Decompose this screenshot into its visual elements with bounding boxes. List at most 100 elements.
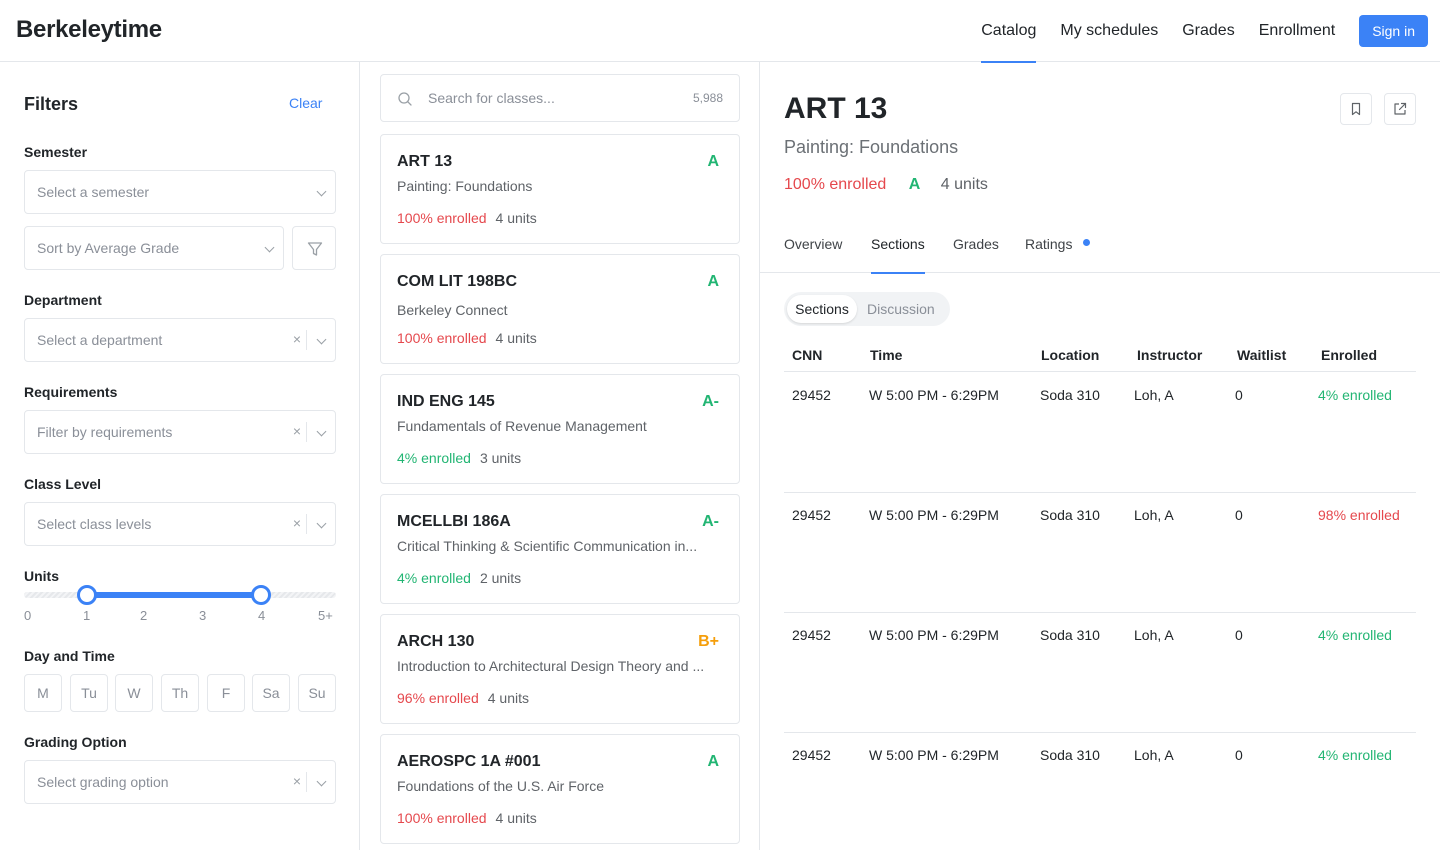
- class-code: AEROSPC 1A #001: [397, 753, 541, 770]
- class-title: Painting: Foundations: [397, 178, 533, 194]
- day-toggle-saturday[interactable]: Sa: [252, 674, 290, 712]
- day-toggle-tuesday[interactable]: Tu: [70, 674, 108, 712]
- chevron-down-icon: [316, 426, 327, 437]
- clear-filters-link[interactable]: Clear: [289, 95, 323, 111]
- class-card[interactable]: COM LIT 198BC A Berkeley Connect 100% en…: [380, 254, 740, 364]
- cell-enrolled: 4% enrolled: [1318, 627, 1392, 643]
- sort-order-button[interactable]: [292, 226, 336, 270]
- section-type-toggle: Sections Discussion: [784, 292, 950, 326]
- column-header: Waitlist: [1237, 347, 1287, 363]
- semester-select[interactable]: Select a semester: [24, 170, 336, 214]
- close-icon[interactable]: ×: [292, 515, 301, 531]
- class-meta: 100% enrolled 4 units: [397, 330, 537, 346]
- close-icon[interactable]: ×: [292, 773, 301, 789]
- enrollment-status: 100% enrolled: [397, 810, 487, 826]
- segment-discussion[interactable]: Discussion: [867, 301, 935, 317]
- grade-badge: B+: [698, 633, 719, 650]
- day-toggle-monday[interactable]: M: [24, 674, 62, 712]
- units-slider-fill: [87, 592, 261, 598]
- class-level-placeholder: Select class levels: [37, 516, 152, 532]
- day-toggle-wednesday[interactable]: W: [115, 674, 153, 712]
- cell-instructor: Loh, A: [1134, 747, 1174, 763]
- tab-sections[interactable]: Sections: [871, 236, 925, 274]
- units-label: Units: [24, 568, 59, 584]
- units-tick: 3: [199, 608, 207, 623]
- class-results-list: Search for classes... 5,988 ART 13 A Pai…: [360, 62, 760, 850]
- sort-select[interactable]: Sort by Average Grade: [24, 226, 284, 270]
- requirements-select[interactable]: Filter by requirements ×: [24, 410, 336, 454]
- department-select[interactable]: Select a department ×: [24, 318, 336, 362]
- grade-badge: A: [707, 153, 719, 170]
- class-card[interactable]: ARCH 130 B+ Introduction to Architectura…: [380, 614, 740, 724]
- detail-enrollment: 100% enrolled: [784, 176, 887, 193]
- column-header: CNN: [792, 347, 823, 363]
- cell-waitlist: 0: [1235, 507, 1243, 523]
- external-link-icon: [1394, 102, 1407, 115]
- class-meta: 100% enrolled 4 units: [397, 210, 537, 226]
- filter-icon: [307, 242, 323, 256]
- close-icon[interactable]: ×: [292, 423, 301, 439]
- enrollment-status: 100% enrolled: [397, 330, 487, 346]
- nav-grades[interactable]: Grades: [1182, 22, 1235, 39]
- cell-time: W 5:00 PM - 6:29PM: [869, 387, 999, 403]
- select-divider: [306, 330, 307, 350]
- class-title: Introduction to Architectural Design The…: [397, 658, 705, 674]
- segment-sections[interactable]: Sections: [787, 295, 857, 323]
- enrollment-status: 4% enrolled: [397, 450, 471, 466]
- class-code: ARCH 130: [397, 633, 475, 650]
- class-level-select[interactable]: Select class levels ×: [24, 502, 336, 546]
- units-slider-min-handle[interactable]: [77, 585, 97, 605]
- app-logo[interactable]: Berkeleytime: [16, 16, 162, 43]
- table-row[interactable]: 29452 W 5:00 PM - 6:29PM Soda 310 Loh, A…: [784, 733, 1416, 850]
- cell-cnn: 29452: [792, 507, 831, 523]
- day-toggle-thursday[interactable]: Th: [161, 674, 199, 712]
- nav-catalog[interactable]: Catalog: [981, 0, 1037, 63]
- semester-placeholder: Select a semester: [37, 184, 150, 200]
- cell-time: W 5:00 PM - 6:29PM: [869, 507, 999, 523]
- class-units: 4 units: [495, 330, 537, 346]
- ratings-indicator-dot: [1083, 239, 1090, 246]
- grading-select[interactable]: Select grading option ×: [24, 760, 336, 804]
- class-code: ART 13: [397, 153, 453, 170]
- grade-badge: A: [707, 753, 719, 770]
- class-card[interactable]: ART 13 A Painting: Foundations 100% enro…: [380, 134, 740, 244]
- tab-grades[interactable]: Grades: [953, 236, 999, 252]
- class-units: 4 units: [495, 210, 537, 226]
- requirements-placeholder: Filter by requirements: [37, 424, 173, 440]
- class-card[interactable]: IND ENG 145 A- Fundamentals of Revenue M…: [380, 374, 740, 484]
- search-placeholder: Search for classes...: [428, 90, 555, 106]
- table-row[interactable]: 29452 W 5:00 PM - 6:29PM Soda 310 Loh, A…: [784, 373, 1416, 493]
- units-slider-max-handle[interactable]: [251, 585, 271, 605]
- department-label: Department: [24, 292, 102, 308]
- open-external-button[interactable]: [1384, 93, 1416, 125]
- close-icon[interactable]: ×: [292, 331, 301, 347]
- semester-label: Semester: [24, 144, 88, 160]
- class-units: 3 units: [479, 450, 522, 466]
- nav-enrollment[interactable]: Enrollment: [1258, 22, 1336, 39]
- cell-instructor: Loh, A: [1134, 387, 1174, 403]
- class-card[interactable]: MCELLBI 186A A- Critical Thinking & Scie…: [380, 494, 740, 604]
- tab-ratings[interactable]: Ratings: [1025, 236, 1073, 252]
- requirements-label: Requirements: [24, 384, 118, 400]
- class-search-input[interactable]: Search for classes... 5,988: [380, 74, 740, 122]
- day-toggle-friday[interactable]: F: [207, 674, 245, 712]
- class-units: 4 units: [495, 810, 537, 826]
- select-divider: [306, 514, 307, 534]
- sort-placeholder: Sort by Average Grade: [37, 240, 180, 256]
- table-row[interactable]: 29452 W 5:00 PM - 6:29PM Soda 310 Loh, A…: [784, 493, 1416, 613]
- cell-location: Soda 310: [1040, 387, 1100, 403]
- chevron-down-icon: [316, 186, 327, 197]
- day-toggle-sunday[interactable]: Su: [298, 674, 336, 712]
- chevron-down-icon: [264, 242, 275, 253]
- bookmark-button[interactable]: [1340, 93, 1372, 125]
- sign-in-button[interactable]: Sign in: [1359, 15, 1428, 47]
- day-time-label: Day and Time: [24, 648, 115, 664]
- cell-enrolled: 98% enrolled: [1318, 507, 1400, 523]
- cell-cnn: 29452: [792, 387, 831, 403]
- filters-panel: Filters Clear Semester Select a semester…: [0, 62, 360, 850]
- class-card[interactable]: AEROSPC 1A #001 A Foundations of the U.S…: [380, 734, 740, 844]
- nav-my-schedules[interactable]: My schedules: [1060, 22, 1159, 39]
- cell-location: Soda 310: [1040, 627, 1100, 643]
- tab-overview[interactable]: Overview: [784, 236, 843, 252]
- table-row[interactable]: 29452 W 5:00 PM - 6:29PM Soda 310 Loh, A…: [784, 613, 1416, 733]
